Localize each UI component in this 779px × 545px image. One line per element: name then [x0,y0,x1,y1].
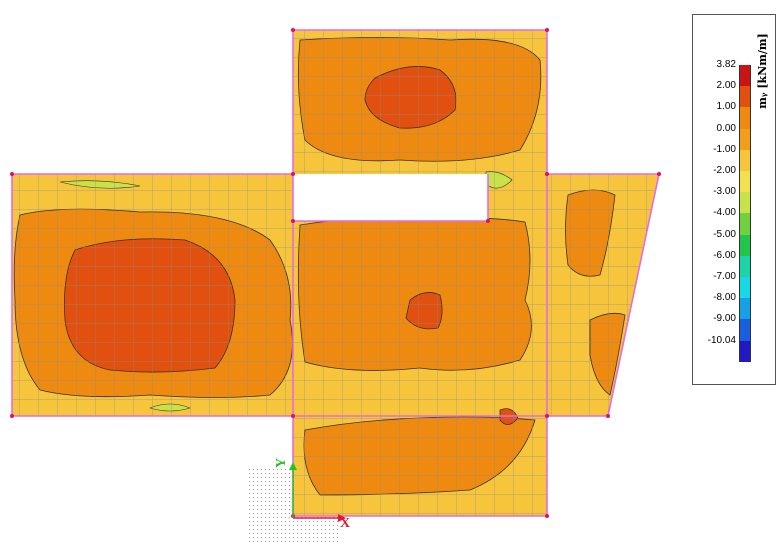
legend-swatch [739,107,751,129]
support-nodes [10,28,661,518]
legend-label: 0.00 [716,122,736,134]
legend-label: -2.00 [713,165,736,176]
legend-swatch [739,319,751,341]
axis-y-label: Y [274,458,289,468]
legend-swatch [739,128,751,150]
legend-label: -5.00 [713,228,736,240]
legend-swatch [739,234,751,256]
legend-swatch [739,340,751,362]
legend-swatch [739,86,751,108]
slab-opening [293,174,488,221]
legend-swatch [739,255,751,277]
color-legend: mᵧ [kNm/m] 3.82 2.00 1.00 0.00 -1.00 -2.00 -3.… [692,14,776,385]
legend-swatch [739,298,751,320]
legend-label: -7.00 [713,271,736,282]
legend-label: -6.00 [713,249,736,261]
axis-indicator: X Y [274,458,350,531]
legend-label: -4.00 [713,207,736,219]
legend-swatch [739,149,751,171]
axis-x-label: X [340,516,350,531]
legend-label: -1.00 [713,143,736,155]
legend-label: 3.82 [716,59,736,70]
legend-swatch [739,213,751,235]
legend-label: 1.00 [716,101,736,113]
legend-swatch [739,171,751,193]
legend-swatch [739,192,751,214]
legend-label: -8.00 [713,292,736,304]
legend-label: 2.00 [716,80,736,92]
legend-label: -10.04 [707,334,736,346]
legend-label: -3.00 [713,186,736,198]
legend-label: -9.00 [713,313,736,325]
legend-swatch [739,65,751,87]
legend-swatch [739,277,751,299]
